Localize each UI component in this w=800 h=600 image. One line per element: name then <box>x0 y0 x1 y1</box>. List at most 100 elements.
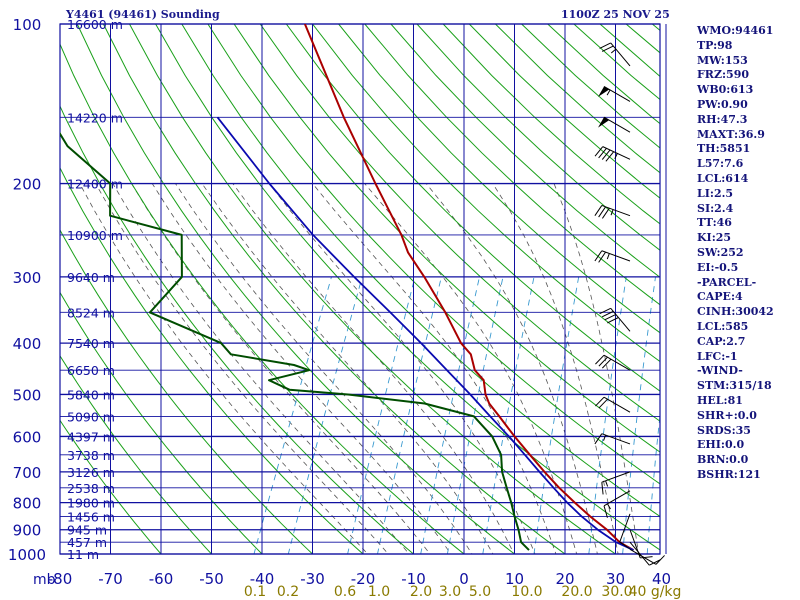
mixing-ratio-label: 0.2 <box>277 584 299 600</box>
index-row: TT:46 <box>697 216 732 230</box>
wind-barb-staff <box>603 396 631 413</box>
index-row: -WIND- <box>697 364 743 378</box>
chart-title: Y4461 (94461) Sounding <box>66 8 220 21</box>
wind-barb-full <box>655 555 665 565</box>
wind-barb-staff <box>603 490 631 507</box>
mixing-ratio-label: 10.0 <box>511 584 542 600</box>
index-row: WB0:613 <box>697 83 754 97</box>
temperature-tick-label: 30 <box>606 570 625 588</box>
index-row: PW:0.90 <box>697 97 748 111</box>
wind-barb-half <box>607 503 611 510</box>
height-level-label: 14220 m <box>67 110 123 125</box>
height-level-label: 11 m <box>67 547 99 562</box>
moist-adiabat-line <box>201 183 494 554</box>
wind-barb <box>629 541 661 566</box>
plot-frame <box>59 23 661 555</box>
wind-barb <box>603 490 631 518</box>
height-level-label: 1980 m <box>67 496 115 511</box>
wind-barb-full <box>601 482 604 495</box>
pressure-tick-label: 400 <box>13 335 42 353</box>
wind-barb-flag <box>598 86 610 97</box>
wind-barb-staff <box>601 250 631 262</box>
wind-barb-full <box>604 313 617 321</box>
dry-adiabat-line <box>129 24 617 554</box>
wind-barb-full <box>594 433 603 445</box>
index-row: L57:7.6 <box>697 157 744 171</box>
height-level-label: 4397 m <box>67 429 115 444</box>
wind-barb-full <box>598 398 608 409</box>
temperature-tick-label: -30 <box>300 570 325 588</box>
moist-adiabat-line <box>492 183 619 554</box>
mixing-ratio-label: 20.0 <box>561 584 592 600</box>
dry-adiabat-line <box>233 24 660 453</box>
wind-barb-staff <box>629 529 641 559</box>
pressure-tick-label: 1000 <box>8 546 46 564</box>
index-row: SW:252 <box>697 245 744 259</box>
height-level-label: 10900 m <box>67 228 123 243</box>
height-level-label: 5090 m <box>67 409 115 424</box>
dry-adiabat-line <box>155 24 660 551</box>
wind-barb-staff <box>629 541 650 566</box>
index-row: BRN:0.0 <box>697 453 749 467</box>
index-row: STM:315/18 <box>697 379 772 393</box>
wind-barb-full <box>598 147 607 159</box>
height-level-label: 3738 m <box>67 448 115 463</box>
mixing-ratio-line <box>420 276 480 554</box>
wind-barb-half <box>606 89 611 96</box>
wind-barb <box>599 42 631 67</box>
pressure-tick-label: 700 <box>13 464 42 482</box>
index-row: EI:-0.5 <box>697 260 739 274</box>
dry-adiabat-line <box>60 229 314 554</box>
dry-adiabat-line <box>60 42 465 554</box>
index-row: EHI:0.0 <box>697 438 745 452</box>
wind-barb-full <box>598 251 606 263</box>
pressure-tick-label: 300 <box>13 269 42 287</box>
wind-barb-flag <box>598 117 610 128</box>
dry-adiabat-line <box>181 24 660 518</box>
wind-barb <box>599 307 631 332</box>
mixing-ratio-line <box>377 276 442 554</box>
mixing-ratio-label: 5.0 <box>469 584 491 600</box>
dry-adiabat-line <box>416 24 660 251</box>
index-row: LCL:614 <box>697 171 749 185</box>
pressure-tick-label: 100 <box>13 16 42 34</box>
index-row: LFC:-1 <box>697 349 738 363</box>
height-level-label: 6650 m <box>67 363 115 378</box>
mixing-ratio-label: 40 g/kg <box>629 584 682 600</box>
wind-barb-full <box>605 151 615 162</box>
index-row: TP:98 <box>697 38 733 52</box>
height-level-label: 945 m <box>67 523 107 538</box>
height-level-label: 8524 m <box>67 305 115 320</box>
dry-adiabat-line <box>364 24 660 306</box>
wind-barbs <box>594 42 665 566</box>
wind-barb-staff <box>602 146 631 160</box>
mixing-ratio-label: 30.0 <box>601 584 632 600</box>
wind-barb-staff <box>619 513 631 543</box>
dry-adiabat-line <box>60 354 213 554</box>
wind-barb-staff <box>629 548 657 565</box>
wind-barb-staff <box>601 204 631 217</box>
wind-barb-full <box>649 559 661 566</box>
moist-adiabat-line <box>232 183 515 554</box>
moist-adiabat-line <box>268 183 536 554</box>
wind-barb-full <box>603 505 608 518</box>
index-row: MW:153 <box>697 53 748 67</box>
temperature-profile-line <box>303 24 634 551</box>
moist-adiabat-line <box>425 183 598 554</box>
temperature-tick-label: 20 <box>555 570 574 588</box>
wind-barb <box>629 548 665 565</box>
mixing-ratio-label: 0.1 <box>244 584 266 600</box>
mixing-ratio-label: 0.6 <box>334 584 356 600</box>
temperature-tick-label: -70 <box>98 570 123 588</box>
wind-barb <box>598 86 631 102</box>
dry-adiabat-line <box>259 24 660 422</box>
wind-barb-full <box>607 317 619 324</box>
pressure-tick-label: 900 <box>13 522 42 540</box>
moist-adiabat-line <box>112 183 410 554</box>
wind-barb <box>595 396 631 413</box>
dry-adiabat-line <box>285 24 660 392</box>
pressure-tick-label: 200 <box>13 176 42 194</box>
height-level-label: 16600 m <box>67 17 123 32</box>
parcel-path-line <box>216 116 634 551</box>
